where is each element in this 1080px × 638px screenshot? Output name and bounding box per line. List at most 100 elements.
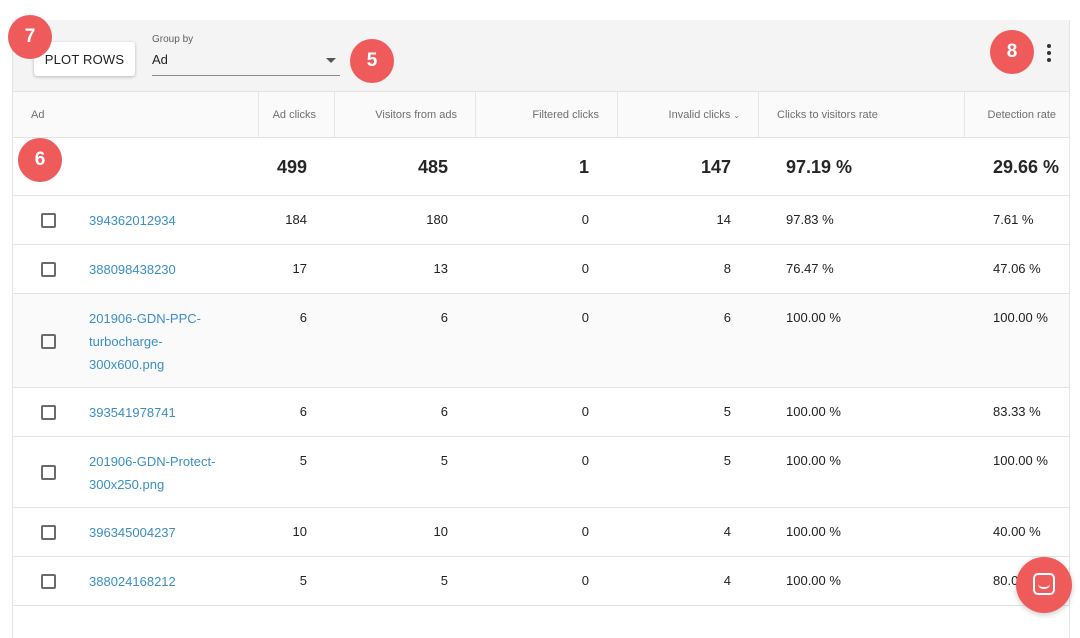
column-header-ad[interactable]: Ad [31,109,45,121]
table-row[interactable]: 394362012934 184 180 0 14 97.83 % 7.61 % [13,196,1069,245]
table-row[interactable]: 396345004237 10 10 0 4 100.00 % 40.00 % [13,508,1069,557]
detection-rate-cell: 100.00 % [993,310,1048,325]
summary-filtered: 1 [578,157,589,177]
ad-link[interactable]: 201906-GDN-Protect- 300x250.png [89,450,215,496]
invalid-cell: 6 [723,310,731,325]
ad-link[interactable]: 201906-GDN-PPC- turbocharge- 300x600.png [89,307,201,376]
summary-detection-rate: 29.66 % [993,157,1060,177]
detection-rate-cell: 100.00 % [993,453,1048,468]
column-header-invalid-clicks-label: Invalid clicks [668,109,731,121]
visitors-cell: 10 [433,524,448,539]
chat-icon [1033,573,1055,595]
invalid-cell: 4 [723,524,731,539]
ad-clicks-cell: 6 [299,404,307,419]
row-checkbox[interactable] [41,465,56,480]
summary-ctv-rate: 97.19 % [786,157,853,177]
visitors-cell: 5 [440,453,448,468]
detection-rate-cell: 47.06 % [993,261,1041,276]
ad-link-line: turbocharge- [89,334,163,349]
ctv-rate-cell: 100.00 % [786,404,841,419]
ctv-rate-cell: 100.00 % [786,573,841,588]
column-header-visitors-from-ads[interactable]: Visitors from ads [334,92,475,138]
sort-descending-icon: ⌄ [733,111,740,120]
table-row[interactable]: 388024168212 5 5 0 4 100.00 % 80.0 [13,557,1069,606]
table-row[interactable]: 201906-GDN-Protect- 300x250.png 5 5 0 5 … [13,437,1069,508]
chat-smile-icon [1038,584,1050,589]
column-header-clicks-to-visitors-rate[interactable]: Clicks to visitors rate [758,92,964,138]
column-header-detection-rate[interactable]: Detection rate [964,92,1069,138]
chat-launcher-button[interactable] [1016,557,1072,613]
annotation-badge-6: 6 [18,138,62,182]
filtered-cell: 0 [581,524,589,539]
invalid-cell: 4 [723,573,731,588]
table-row[interactable]: 393541978741 6 6 0 5 100.00 % 83.33 % [13,388,1069,437]
ctv-rate-cell: 76.47 % [786,261,834,276]
row-checkbox[interactable] [41,405,56,420]
table-row[interactable]: 388098438230 17 13 0 8 76.47 % 47.06 % [13,245,1069,294]
invalid-cell: 8 [723,261,731,276]
invalid-cell: 5 [723,404,731,419]
table-body: 394362012934 184 180 0 14 97.83 % 7.61 %… [13,196,1069,606]
row-checkbox[interactable] [41,262,56,277]
summary-ad-clicks: 499 [276,157,307,177]
column-header-filtered-clicks[interactable]: Filtered clicks [475,92,617,138]
detection-rate-cell: 83.33 % [993,404,1041,419]
ad-link[interactable]: 388098438230 [89,262,176,277]
ad-link-line: 300x600.png [89,357,165,372]
report-panel: PLOT ROWS Group by Ad Ad Ad clicks Visit… [12,20,1070,638]
table-row[interactable]: 201906-GDN-PPC- turbocharge- 300x600.png… [13,294,1069,388]
table-header: Ad Ad clicks Visitors from ads Filtered … [13,92,1069,138]
ad-link[interactable]: 393541978741 [89,405,176,420]
filtered-cell: 0 [581,404,589,419]
row-checkbox[interactable] [41,574,56,589]
filtered-cell: 0 [581,261,589,276]
toolbar: PLOT ROWS Group by Ad [13,20,1069,92]
more-vert-icon[interactable] [1041,42,1057,64]
ad-link[interactable]: 396345004237 [89,525,176,540]
ad-link-line: 201906-GDN-Protect- [89,454,216,469]
summary-row: 499 485 1 147 97.19 % 29.66 % [13,138,1069,196]
row-checkbox[interactable] [41,334,56,349]
visitors-cell: 13 [433,261,448,276]
ad-clicks-cell: 184 [285,212,307,227]
row-checkbox[interactable] [41,525,56,540]
plot-rows-button[interactable]: PLOT ROWS [34,42,135,76]
visitors-cell: 180 [426,212,448,227]
ad-clicks-cell: 10 [292,524,307,539]
ad-clicks-cell: 17 [292,261,307,276]
group-by-label: Group by [152,34,194,45]
summary-visitors: 485 [417,157,448,177]
invalid-cell: 14 [716,212,731,227]
ctv-rate-cell: 97.83 % [786,212,834,227]
summary-invalid: 147 [700,157,731,177]
filtered-cell: 0 [581,453,589,468]
annotation-badge-8: 8 [990,30,1034,74]
visitors-cell: 6 [440,310,448,325]
detection-rate-cell: 7.61 % [993,212,1034,227]
detection-rate-cell: 80.0 [993,573,1019,588]
ad-link-line: 300x250.png [89,477,165,492]
detection-rate-cell: 40.00 % [993,524,1041,539]
ad-link[interactable]: 388024168212 [89,574,176,589]
ad-clicks-cell: 5 [299,573,307,588]
invalid-cell: 5 [723,453,731,468]
filtered-cell: 0 [581,573,589,588]
annotation-badge-7: 7 [8,15,52,59]
arrow-drop-down-icon [326,58,336,63]
ad-link-line: 201906-GDN-PPC- [89,311,201,326]
group-by-select[interactable]: Ad [152,50,340,76]
ctv-rate-cell: 100.00 % [786,453,841,468]
row-checkbox[interactable] [41,213,56,228]
ad-clicks-cell: 5 [299,453,307,468]
visitors-cell: 6 [440,404,448,419]
ad-clicks-cell: 6 [299,310,307,325]
visitors-cell: 5 [440,573,448,588]
ctv-rate-cell: 100.00 % [786,524,841,539]
filtered-cell: 0 [581,310,589,325]
ad-link[interactable]: 394362012934 [89,213,176,228]
group-by-value: Ad [152,52,168,67]
column-header-ad-clicks[interactable]: Ad clicks [258,92,334,138]
column-header-invalid-clicks[interactable]: Invalid clicks ⌄ [617,92,758,138]
filtered-cell: 0 [581,212,589,227]
ctv-rate-cell: 100.00 % [786,310,841,325]
